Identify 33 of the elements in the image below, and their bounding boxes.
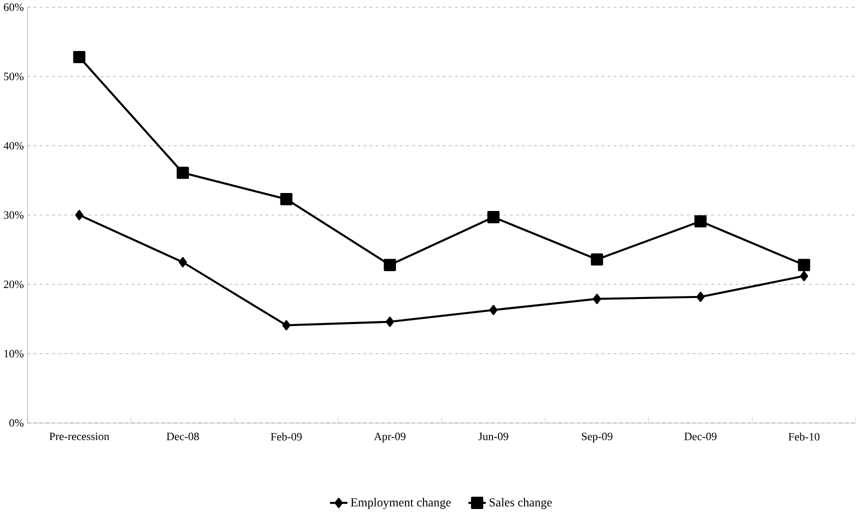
legend-label: Employment change xyxy=(350,498,451,510)
point xyxy=(384,258,396,272)
x-tick-label: Jun-09 xyxy=(478,432,508,440)
point xyxy=(386,316,394,327)
point xyxy=(282,320,290,330)
x-tick-label: Apr-09 xyxy=(374,432,406,442)
point xyxy=(800,270,808,282)
y-tick-label: 40% xyxy=(4,142,24,150)
point xyxy=(696,292,705,302)
y-tick-label: 30% xyxy=(4,211,24,219)
point xyxy=(75,210,84,220)
point xyxy=(798,258,810,272)
point xyxy=(73,50,86,64)
point xyxy=(178,257,187,268)
x-tick-label: Dec-08 xyxy=(166,432,199,440)
x-tick-label: Feb-09 xyxy=(270,432,302,441)
y-tick-label: 10% xyxy=(4,350,24,358)
x-tick-label: Feb-10 xyxy=(788,432,820,441)
point xyxy=(487,211,500,224)
y-tick-label: 20% xyxy=(4,280,24,288)
y-tick-label: 50% xyxy=(4,72,24,80)
y-tick-label: 0% xyxy=(9,419,24,427)
point xyxy=(592,294,602,304)
point xyxy=(280,193,292,206)
x-tick-label: Pre-recession xyxy=(49,432,110,440)
x-tick-label: Sep-09 xyxy=(582,432,612,442)
legend-label: Sales change xyxy=(490,498,552,510)
point xyxy=(176,166,189,179)
point xyxy=(590,253,604,266)
point xyxy=(489,304,498,316)
y-tick-label: 60% xyxy=(4,3,24,11)
x-tick-label: Dec-09 xyxy=(684,432,717,440)
point xyxy=(694,215,707,228)
